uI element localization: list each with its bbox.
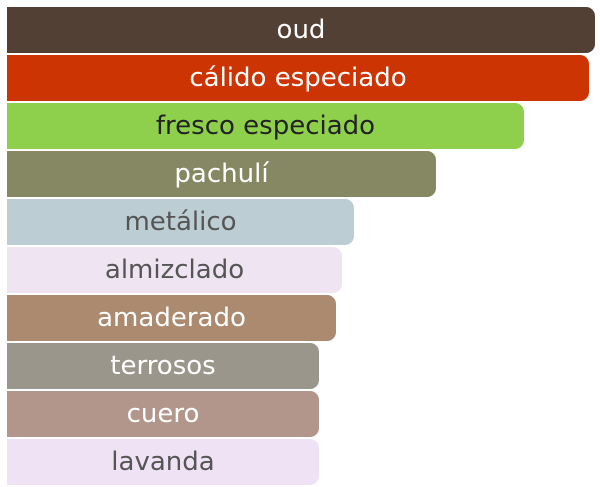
bar-label-3: pachulí [174,159,269,189]
bar-9: lavanda [7,439,319,485]
bar-1: cálido especiado [7,55,589,101]
bar-4: metálico [7,199,354,245]
bar-5: almizclado [7,247,342,293]
bar-label-4: metálico [124,207,237,237]
bar-0: oud [7,7,595,53]
bar-label-1: cálido especiado [189,63,407,93]
bar-7: terrosos [7,343,319,389]
bar-label-0: oud [276,15,326,45]
bar-6: amaderado [7,295,336,341]
bar-3: pachulí [7,151,436,197]
bar-label-9: lavanda [111,447,215,477]
bar-label-6: amaderado [97,303,246,333]
bar-label-8: cuero [126,399,200,429]
bar-label-5: almizclado [104,255,245,285]
bar-label-7: terrosos [110,351,216,381]
bar-8: cuero [7,391,319,437]
bar-2: fresco especiado [7,103,524,149]
bar-label-2: fresco especiado [155,111,376,141]
